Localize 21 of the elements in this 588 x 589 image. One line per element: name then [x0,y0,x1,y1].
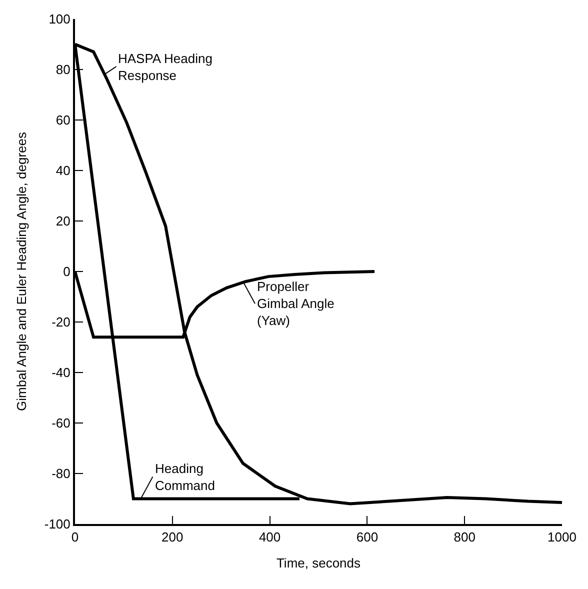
annotation: HASPA Heading Response [118,51,212,83]
x-tick-label: 1000 [548,530,576,545]
y-tick-label: -60 [52,416,70,431]
annotation: Heading Command [155,461,215,493]
y-tick-label: 100 [48,12,70,27]
y-tick-label: 60 [56,112,70,128]
y-tick-label: -40 [52,365,70,380]
y-axis-title: Gimbal Angle and Euler Heading Angle, degrees [14,132,29,411]
y-tick-label: 0 [63,264,70,280]
x-tick-label: 600 [356,530,378,545]
x-tick-label: 800 [454,530,476,545]
y-tick-label: -80 [52,466,70,482]
y-tick-label: 80 [56,62,70,78]
y-tick-label: 20 [56,214,70,229]
x-tick-label: 200 [162,530,184,545]
y-tick-label: -100 [44,516,70,532]
y-tick-label: -20 [52,314,70,330]
x-tick-label: 400 [258,530,281,545]
x-axis-title: Time, seconds [276,556,362,571]
annotation: Propeller Gimbal Angle (Yaw) [257,279,334,328]
y-tick-label: 40 [56,163,70,178]
